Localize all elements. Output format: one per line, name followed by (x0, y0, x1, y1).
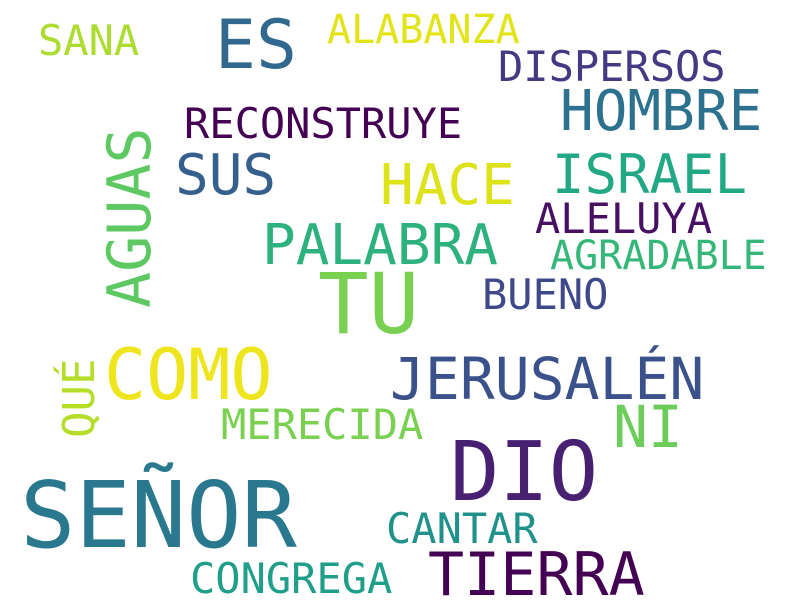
word-bueno: BUENO (482, 270, 609, 319)
word-dio: DIO (450, 425, 599, 520)
word-israel: ISRAEL (552, 143, 748, 206)
word-cantar: CANTAR (386, 504, 538, 553)
word-reconstruye: RECONSTRUYE (184, 99, 463, 148)
word-congrega: CONGREGA (190, 554, 393, 600)
word-aleluya: ALELUYA (535, 194, 713, 243)
word-que: QUÉ (54, 358, 105, 438)
word-aguas: AGUAS (95, 127, 165, 308)
word-tierra: TIERRA (428, 540, 645, 600)
word-senor: SEÑOR (20, 462, 297, 569)
word-palabra: PALABRA (262, 213, 499, 278)
word-hace: HACE (380, 153, 515, 218)
word-merecida: MERECIDA (221, 400, 424, 449)
word-como: COMO (104, 334, 273, 416)
word-jerusalen: JERUSALÉN (390, 345, 705, 413)
word-tu: TU (318, 255, 420, 353)
word-sana: SANA (38, 16, 140, 65)
word-sus: SUS (175, 143, 277, 208)
word-es: ES (215, 6, 297, 85)
word-agradable: AGRADABLE (550, 233, 767, 279)
word-alabanza: ALABANZA (327, 7, 520, 53)
word-hombre: HOMBRE (560, 79, 763, 144)
word-dispersos: DISPERSOS (498, 42, 726, 91)
word-ni: NI (613, 393, 683, 461)
